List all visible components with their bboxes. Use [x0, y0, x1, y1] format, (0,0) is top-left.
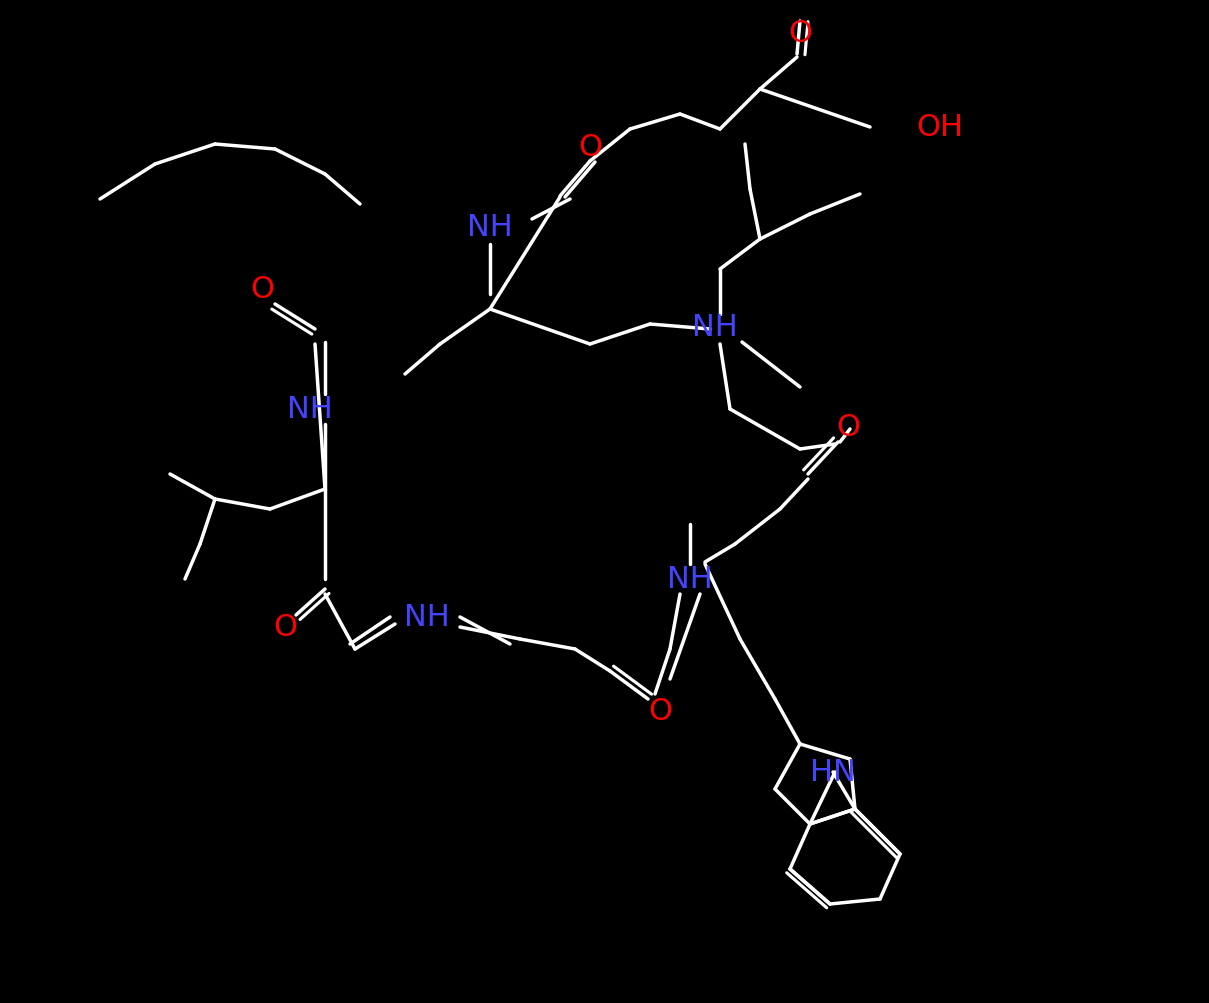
Text: HN: HN — [810, 757, 856, 786]
Text: O: O — [250, 275, 274, 304]
Text: NH: NH — [467, 213, 513, 242]
Text: NH: NH — [692, 313, 737, 342]
Text: O: O — [835, 413, 860, 442]
Text: NH: NH — [287, 395, 332, 424]
Text: O: O — [578, 133, 602, 162]
Text: O: O — [273, 613, 297, 642]
Text: O: O — [648, 697, 672, 726]
Text: OH: OH — [916, 113, 964, 142]
Text: O: O — [788, 18, 812, 47]
Text: NH: NH — [667, 565, 713, 594]
Text: NH: NH — [404, 603, 450, 632]
